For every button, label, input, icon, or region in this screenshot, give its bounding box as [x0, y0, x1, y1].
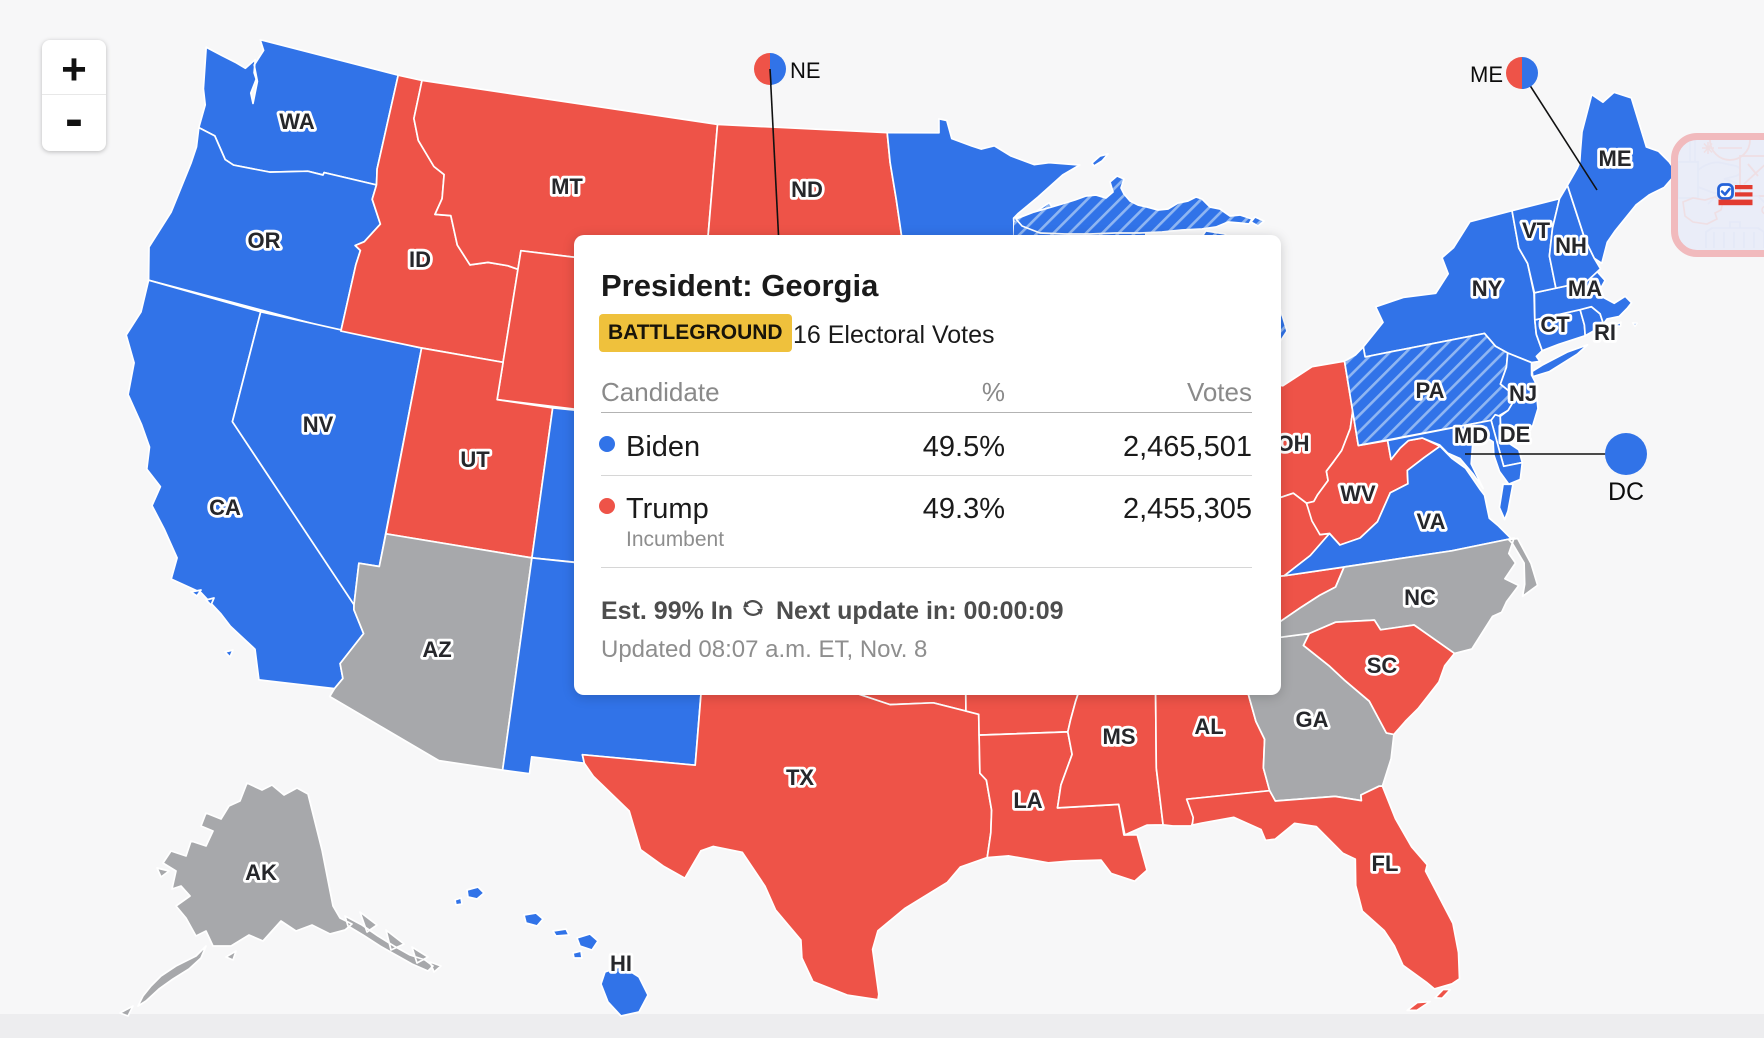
- svg-text:LA: LA: [1013, 788, 1042, 813]
- svg-text:NE: NE: [790, 58, 821, 83]
- svg-text:WV: WV: [1340, 481, 1376, 506]
- svg-text:CA: CA: [209, 495, 241, 520]
- svg-text:AK: AK: [245, 860, 277, 885]
- svg-text:NH: NH: [1555, 233, 1587, 258]
- svg-text:UT: UT: [460, 447, 490, 472]
- svg-text:VT: VT: [1522, 218, 1551, 243]
- svg-text:MA: MA: [1568, 276, 1602, 301]
- svg-text:GA: GA: [1296, 707, 1329, 732]
- svg-text:ME: ME: [1599, 146, 1632, 171]
- svg-text:AL: AL: [1194, 714, 1223, 739]
- svg-text:ME: ME: [1470, 62, 1503, 87]
- svg-text:ID: ID: [409, 247, 431, 272]
- svg-text:MT: MT: [551, 174, 583, 199]
- svg-text:NY: NY: [1472, 276, 1503, 301]
- svg-text:ND: ND: [791, 177, 823, 202]
- svg-text:NJ: NJ: [1509, 381, 1537, 406]
- svg-text:OR: OR: [248, 228, 281, 253]
- svg-text:HI: HI: [610, 951, 632, 976]
- svg-text:VA: VA: [1417, 509, 1446, 534]
- svg-text:CT: CT: [1540, 312, 1570, 337]
- svg-text:AZ: AZ: [422, 637, 451, 662]
- svg-text:FL: FL: [1372, 851, 1399, 876]
- svg-text:NV: NV: [303, 412, 334, 437]
- svg-text:RI: RI: [1594, 320, 1616, 345]
- svg-text:DE: DE: [1500, 422, 1531, 447]
- svg-text:TX: TX: [786, 765, 814, 790]
- svg-text:OH: OH: [1277, 431, 1310, 456]
- svg-text:NC: NC: [1404, 585, 1436, 610]
- svg-text:WA: WA: [279, 109, 315, 134]
- svg-text:MS: MS: [1103, 724, 1136, 749]
- svg-text:PA: PA: [1416, 378, 1445, 403]
- svg-text:DC: DC: [1608, 478, 1644, 506]
- svg-text:MD: MD: [1454, 423, 1488, 448]
- svg-text:SC: SC: [1367, 653, 1398, 678]
